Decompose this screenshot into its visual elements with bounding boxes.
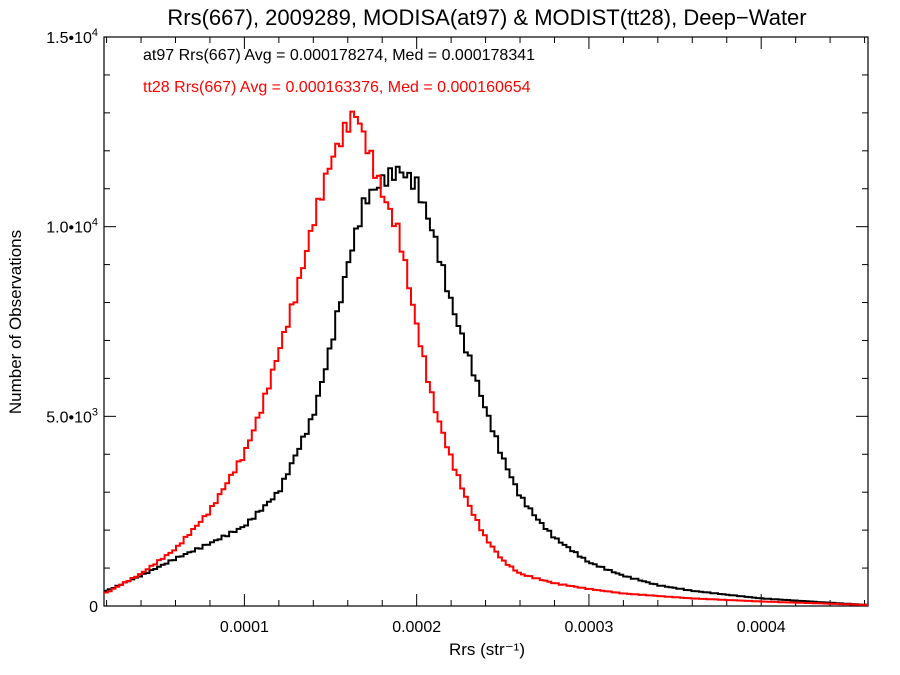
x-tick-label: 0.0004 [737, 619, 786, 636]
x-axis-label: Rrs (str⁻¹) [449, 640, 525, 659]
x-tick-label: 0.0001 [220, 619, 269, 636]
y-axis-label: Number of Observations [6, 230, 25, 414]
legend-annotation-at97: at97 Rrs(667) Avg = 0.000178274, Med = 0… [143, 47, 535, 64]
series-layer [104, 110, 868, 606]
series-line-tt28 [104, 110, 868, 606]
chart-title: Rrs(667), 2009289, MODISA(at97) & MODIST… [167, 5, 806, 30]
series-line-at97 [104, 165, 868, 606]
y-tick-label: 1.0•104 [46, 217, 98, 237]
legend-annotation-tt28: tt28 Rrs(667) Avg = 0.000163376, Med = 0… [143, 79, 531, 96]
axis-ticks: 0.0001 0.0002 0.0003 0.0004 0 5.0•103 1.0•104 1… [46, 27, 868, 636]
y-tick-label: 1.5•104 [46, 27, 98, 47]
y-tick-label: 0 [89, 599, 98, 616]
x-tick-label: 0.0003 [564, 619, 613, 636]
y-tick-label: 5.0•103 [46, 406, 98, 426]
plot-frame [103, 36, 869, 607]
x-tick-label: 0.0002 [392, 619, 441, 636]
